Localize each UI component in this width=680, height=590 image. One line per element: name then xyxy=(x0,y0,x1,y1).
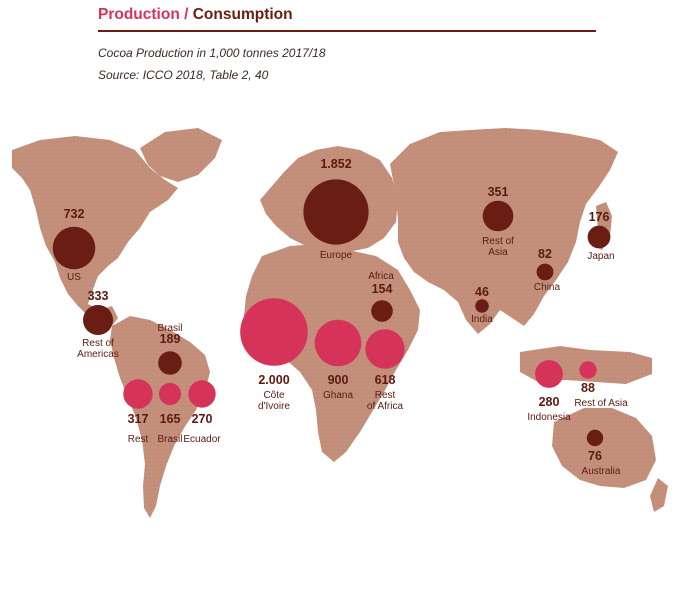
consumption-label-rest-of-americas-line-2: Americas xyxy=(77,349,119,360)
consumption-label-europe: Europe xyxy=(320,250,353,261)
page-header: Production / Consumption xyxy=(98,6,293,24)
land-new-zealand xyxy=(650,478,668,512)
consumption-value-china: 82 xyxy=(538,247,552,261)
consumption-bubble-japan xyxy=(587,225,611,249)
header-rule xyxy=(98,30,596,32)
production-value-rest-of-asia: 88 xyxy=(581,381,595,395)
consumption-value-india: 46 xyxy=(475,285,489,299)
consumption-value-africa: 154 xyxy=(372,282,393,296)
consumption-label-rest-of-asia-line-2: Asia xyxy=(488,247,508,258)
subtitle-line-1: Cocoa Production in 1,000 tonnes 2017/18 xyxy=(98,46,326,60)
consumption-label-china: China xyxy=(534,282,561,293)
production-label-rest-of-africa-line-2: of Africa xyxy=(367,401,404,412)
consumption-value-brasil: 189 xyxy=(160,332,181,346)
production-value-rest: 317 xyxy=(128,412,149,426)
consumption-value-japan: 176 xyxy=(589,210,610,224)
consumption-value-australia: 76 xyxy=(588,449,602,463)
land-greenland xyxy=(140,128,222,182)
production-label-ecuador: Ecuador xyxy=(183,434,221,445)
subtitle-line-2: Source: ICCO 2018, Table 2, 40 xyxy=(98,68,269,82)
header-production: Production xyxy=(98,6,180,23)
consumption-bubble-us xyxy=(52,226,96,270)
production-value-brasil: 165 xyxy=(160,412,181,426)
header-separator: / xyxy=(179,6,193,23)
production-label-indonesia: Indonesia xyxy=(527,412,571,423)
consumption-value-us: 732 xyxy=(64,207,85,221)
production-bubble-c-te-d-ivoire xyxy=(240,298,308,366)
consumption-label-rest-of-americas-line-1: Rest of xyxy=(82,338,114,349)
consumption-bubble-china xyxy=(536,263,554,281)
consumption-bubble-brasil xyxy=(158,351,182,375)
production-label-c-te-d-ivoire-line-1: Côte xyxy=(263,390,285,401)
consumption-bubble-india xyxy=(475,299,489,313)
consumption-bubble-africa xyxy=(371,300,393,322)
consumption-value-rest-of-asia: 351 xyxy=(488,185,509,199)
production-bubble-rest-of-asia xyxy=(579,361,597,379)
production-bubble-indonesia xyxy=(535,360,563,388)
production-label-rest-of-asia: Rest of Asia xyxy=(574,398,628,409)
production-label-ghana: Ghana xyxy=(323,390,353,401)
production-bubble-brasil xyxy=(158,382,182,406)
header-consumption: Consumption xyxy=(192,6,293,23)
land-asia xyxy=(390,128,618,334)
production-label-rest-of-africa-line-1: Rest xyxy=(375,390,396,401)
production-bubble-ecuador xyxy=(188,380,216,408)
production-value-indonesia: 280 xyxy=(539,395,560,409)
production-bubble-ghana xyxy=(314,319,362,367)
consumption-bubble-rest-of-asia xyxy=(482,200,514,232)
production-label-c-te-d-ivoire-line-2: d'Ivoire xyxy=(258,401,290,412)
production-value-c-te-d-ivoire: 2.000 xyxy=(258,373,289,387)
land-australia xyxy=(552,408,656,488)
consumption-label-india: India xyxy=(471,314,493,325)
production-label-rest: Rest xyxy=(128,434,149,445)
consumption-label-africa: Africa xyxy=(368,271,394,282)
production-value-rest-of-africa: 618 xyxy=(375,373,396,387)
consumption-value-rest-of-americas: 333 xyxy=(88,289,109,303)
land-south-america xyxy=(110,316,210,518)
production-bubble-rest-of-africa xyxy=(365,329,405,369)
consumption-label-rest-of-asia-line-1: Rest of xyxy=(482,236,514,247)
consumption-bubble-europe xyxy=(303,179,369,245)
consumption-bubble-australia xyxy=(586,429,604,447)
consumption-label-japan: Japan xyxy=(587,251,614,262)
consumption-label-australia: Australia xyxy=(582,466,621,477)
consumption-label-brasil: Brasil xyxy=(157,323,182,334)
production-value-ecuador: 270 xyxy=(192,412,213,426)
production-label-brasil: Brasil xyxy=(157,434,182,445)
production-bubble-rest xyxy=(123,379,153,409)
consumption-value-europe: 1.852 xyxy=(320,157,351,171)
land-north-america xyxy=(12,136,178,326)
consumption-bubble-rest-of-americas xyxy=(83,305,113,335)
consumption-label-us: US xyxy=(67,272,81,283)
production-value-ghana: 900 xyxy=(328,373,349,387)
